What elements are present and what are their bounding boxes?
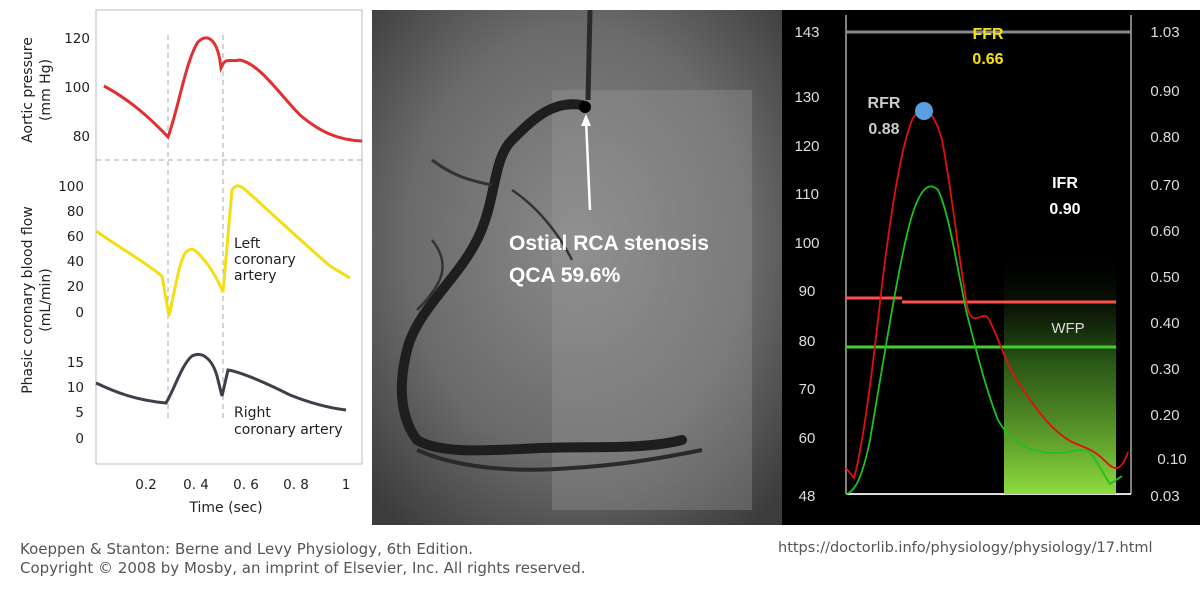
rfr-value: 0.88 [868,121,899,138]
left-coronary-flow-curve [95,184,351,317]
ffr-value: 0.66 [972,51,1003,68]
aortic-ylabel-unit: (mm Hg) [38,59,54,121]
stenosis-arrow [584,119,592,211]
tick-label: 120 [64,31,90,47]
tick-label: 80 [73,129,90,145]
qca-label: QCA 59.6% [509,264,621,287]
tick-label: 15 [67,355,84,371]
tick-label: 10 [67,380,84,396]
pressure-tick: 60 [799,430,816,447]
wfp-label: WFP [1051,320,1084,337]
angiogram-image: Ostial RCA stenosis QCA 59.6% [372,10,782,525]
angio-background [372,10,782,525]
x-tick-label: 0. 6 [233,477,259,493]
stenosis-label: Ostial RCA stenosis [509,232,709,255]
stenosis-marker [579,101,591,113]
pressure-tick: 90 [799,283,816,300]
left-coronary-label: artery [234,268,276,284]
x-tick-label: 0.2 [135,477,156,493]
rca-branch [431,158,493,187]
aortic-pressure-curve [103,36,363,143]
source-url: https://doctorlib.info/physiology/physio… [778,540,1153,556]
x-tick-label: 1 [342,477,351,493]
ratio-tick: 0.40 [1150,315,1179,332]
tick-label: 40 [67,254,84,270]
flow-ylabel-unit: (mL/min) [38,268,54,331]
right-coronary-label: Right [234,405,271,421]
tick-label: 5 [75,405,84,421]
pressure-tick: 80 [799,333,816,350]
tick-label: 100 [58,179,84,195]
ifr-value: 0.90 [1049,201,1080,218]
rca-branch [416,448,703,472]
pressure-tick: 110 [795,186,819,203]
ratio-tick: 0.80 [1150,129,1179,146]
ratio-tick: 0.50 [1150,269,1179,286]
left-coronary-label: coronary [234,252,296,268]
ratio-tick: 0.30 [1150,361,1179,378]
tick-label: 20 [67,279,84,295]
right-coronary-flow-curve [95,353,347,412]
ratio-tick: 0.03 [1150,488,1179,505]
x-axis-label: Time (sec) [188,500,262,516]
ratio-tick: 0.10 [1157,451,1186,468]
ratio-tick: 1.03 [1150,24,1179,41]
angiogram-svg: Ostial RCA stenosis QCA 59.6% [372,10,782,525]
tick-label: 60 [67,229,84,245]
aortic-ylabel: Aortic pressure [20,37,36,143]
pressure-tick: 130 [794,89,819,106]
pressure-tick: 143 [794,24,819,41]
pressure-tick: 48 [799,488,816,505]
ratio-tick: 0.60 [1150,223,1179,240]
left-coronary-label: Left [234,236,261,252]
ffr-svg: 143 130 120 110 100 90 80 70 60 48 1.03 … [782,10,1200,525]
rca-branch [511,188,574,261]
tick-label: 100 [64,80,90,96]
ffr-label: FFR [972,26,1004,43]
pressure-curve [845,109,1129,480]
catheter [585,10,593,101]
ratio-tick: 0.70 [1150,177,1179,194]
arrow-head [581,114,591,126]
tick-label: 80 [67,204,84,220]
ratio-tick: 0.20 [1150,407,1179,424]
pressure-tick: 120 [794,138,819,155]
source-caption-line1: Koeppen & Stanton: Berne and Levy Physio… [20,540,473,558]
ifr-label: IFR [1052,175,1078,192]
right-coronary-label: coronary artery [234,422,343,438]
flow-curve [845,185,1123,495]
x-tick-label: 0. 8 [283,477,309,493]
tick-label: 0 [75,431,84,447]
ffr-pressure-figure: 143 130 120 110 100 90 80 70 60 48 1.03 … [782,10,1200,525]
source-caption-line2: Copyright © 2008 by Mosby, an imprint of… [20,559,586,577]
tick-label: 0 [75,305,84,321]
ratio-tick: 0.90 [1150,83,1179,100]
coronary-flow-figure: Aortic pressure (mm Hg) Phasic coronary … [0,0,372,530]
coronary-flow-svg: Aortic pressure (mm Hg) Phasic coronary … [20,9,363,516]
x-tick-label: 0. 4 [183,477,209,493]
ffr-background [782,10,1200,525]
rfr-marker [915,102,933,120]
rca-branch [416,239,444,311]
wfp-zone [1004,250,1116,494]
rca-vessel [396,99,687,456]
rfr-label: RFR [868,95,901,112]
pressure-tick: 100 [794,235,819,252]
flow-ylabel: Phasic coronary blood flow [20,206,36,394]
pressure-tick: 70 [799,381,816,398]
